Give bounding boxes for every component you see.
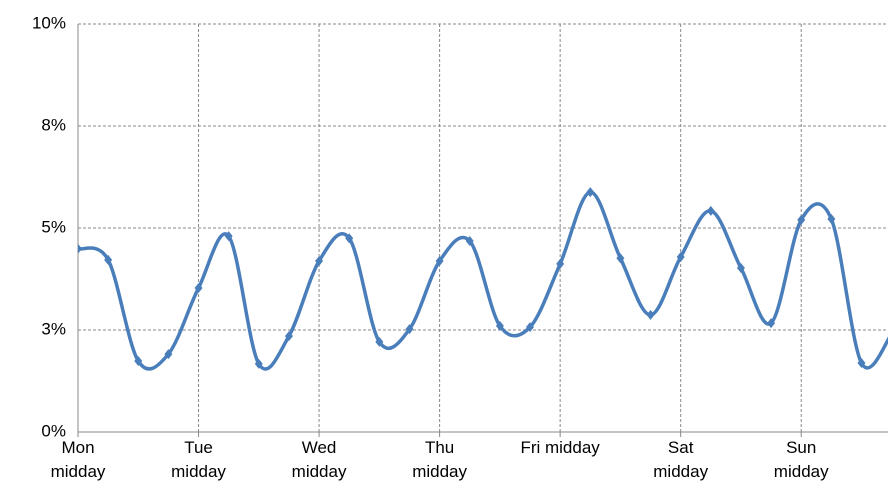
data-point	[736, 262, 745, 273]
data-point	[857, 358, 866, 369]
plot-area	[78, 187, 888, 371]
data-point	[254, 358, 263, 369]
y-tick-label: 0%	[41, 421, 66, 440]
data-point	[134, 356, 143, 367]
x-tick-label: Wed midday	[291, 438, 347, 481]
data-point	[767, 318, 776, 329]
data-point	[345, 233, 354, 244]
y-tick-label: 8%	[41, 115, 66, 134]
data-point	[465, 236, 474, 247]
x-tick-label: Sun midday	[773, 438, 829, 481]
data-point	[104, 254, 113, 265]
data-point	[194, 282, 203, 293]
x-tick-label: Tue midday	[171, 438, 226, 481]
data-point	[224, 231, 233, 242]
data-point	[797, 214, 806, 225]
data-point	[495, 320, 504, 331]
data-point	[526, 322, 535, 333]
y-tick-label: 10%	[32, 13, 66, 32]
data-point	[78, 243, 82, 254]
data-point	[435, 256, 444, 267]
y-tick-label: 3%	[41, 319, 66, 338]
x-tick-label: Thu midday	[412, 438, 467, 481]
data-point	[646, 309, 655, 320]
data-point	[676, 251, 685, 262]
data-point	[164, 349, 173, 360]
data-point	[556, 258, 565, 269]
data-point	[284, 331, 293, 342]
data-point	[706, 205, 715, 216]
y-tick-label: 5%	[41, 217, 66, 236]
data-point	[315, 256, 324, 267]
x-tick-label: Fri midday	[520, 438, 600, 457]
data-point	[616, 253, 625, 264]
data-point	[827, 214, 836, 225]
x-tick-label: Mon midday	[50, 438, 106, 481]
data-point	[375, 336, 384, 347]
data-point	[586, 187, 595, 198]
series-line	[78, 190, 888, 371]
data-point	[405, 324, 414, 335]
x-tick-label: Sat midday	[653, 438, 709, 481]
